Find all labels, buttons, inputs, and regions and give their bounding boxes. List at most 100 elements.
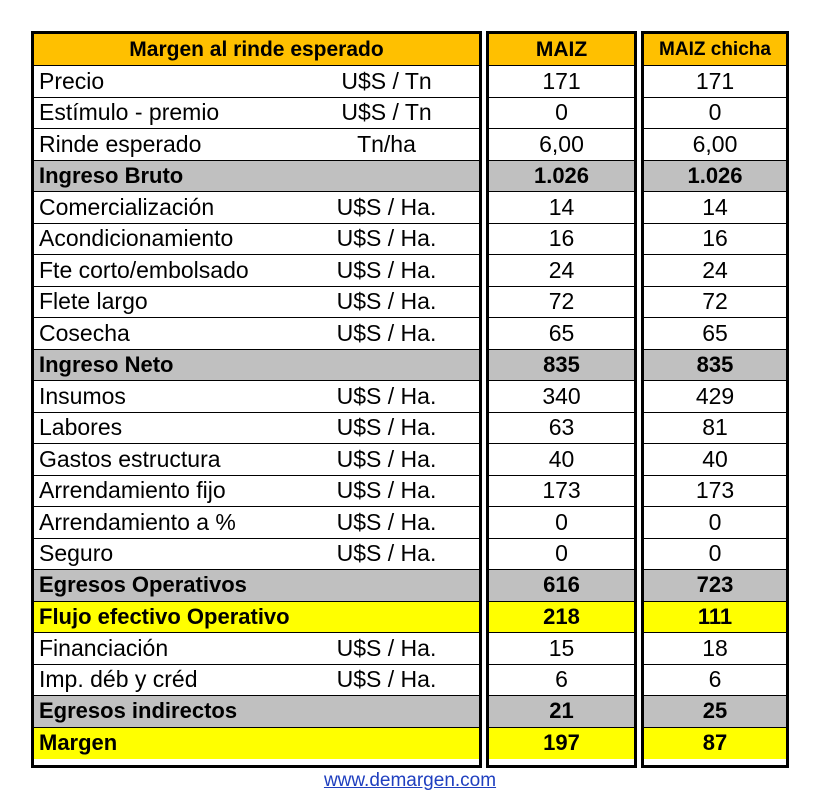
- maiz-value: 24: [548, 256, 575, 283]
- row-unit: U$S / Ha.: [336, 288, 437, 315]
- row-unit: U$S / Ha.: [336, 225, 437, 252]
- table-row: 723: [644, 570, 786, 602]
- row-label: Seguro: [39, 540, 114, 567]
- maiz-chicha-value: 72: [702, 288, 728, 315]
- maiz-value: 340: [542, 382, 581, 409]
- row-unit: Tn/ha: [357, 130, 416, 157]
- row-label: Margen: [39, 730, 118, 756]
- table-row: Margen: [34, 727, 479, 759]
- table-row: 429: [644, 381, 786, 413]
- row-label: Labores: [39, 414, 123, 441]
- row-unit: U$S / Ha.: [336, 382, 437, 409]
- table-row: Flete largo U$S / Ha.: [34, 286, 479, 318]
- table-row: 835: [489, 349, 634, 381]
- maiz-value: 21: [549, 698, 574, 724]
- maiz-chicha-value: 171: [695, 67, 735, 94]
- table-row: Fte corto/embolsado U$S / Ha.: [34, 255, 479, 287]
- maiz-value: 0: [555, 99, 568, 126]
- maiz-value: 197: [543, 730, 580, 756]
- maiz-chicha-value: 0: [708, 540, 722, 567]
- maiz-value: 63: [548, 414, 575, 441]
- row-label: Egresos Operativos: [39, 572, 247, 598]
- row-label: Comercialización: [39, 193, 215, 220]
- table-title-cell: Margen al rinde esperado: [34, 34, 479, 66]
- row-unit: U$S / Ha.: [336, 193, 437, 220]
- table-row: 81: [644, 412, 786, 444]
- table-row: Ingreso Neto: [34, 349, 479, 381]
- maiz-value: 835: [543, 351, 580, 377]
- table-row: Seguro U$S / Ha.: [34, 538, 479, 570]
- row-label: Cosecha: [39, 319, 130, 346]
- table-row: Cosecha U$S / Ha.: [34, 318, 479, 350]
- maiz-header-cell: MAIZ: [489, 34, 634, 66]
- table-row: 0: [644, 507, 786, 539]
- table-row: Rinde esperado Tn/ha: [34, 129, 479, 161]
- maiz-value: 0: [555, 508, 568, 535]
- table-row: 171: [644, 66, 786, 98]
- table-row: 0: [489, 507, 634, 539]
- maiz-chicha-value: 0: [708, 99, 722, 126]
- table-row: Egresos indirectos: [34, 696, 479, 728]
- table-row: Financiación U$S / Ha.: [34, 633, 479, 665]
- maiz-chicha-value: 14: [702, 193, 728, 220]
- table-row: 14: [489, 192, 634, 224]
- table-row: 16: [489, 223, 634, 255]
- table-row: 16: [644, 223, 786, 255]
- maiz-chicha-value: 1.026: [687, 162, 743, 188]
- maiz-value: 16: [548, 225, 575, 252]
- maiz-chicha-value: 16: [702, 225, 728, 252]
- maiz-value: 173: [542, 477, 581, 504]
- row-label: Fte corto/embolsado: [39, 256, 249, 283]
- table-row: 14: [644, 192, 786, 224]
- table-row: 6: [489, 664, 634, 696]
- table-row: 40: [644, 444, 786, 476]
- row-unit: U$S / Tn: [341, 99, 432, 126]
- table-row: 173: [644, 475, 786, 507]
- maiz-chicha-value: 723: [696, 572, 734, 598]
- table-row: 40: [489, 444, 634, 476]
- table-row: 218: [489, 601, 634, 633]
- maiz-chicha-value: 173: [695, 477, 735, 504]
- maiz-value: 1.026: [533, 162, 590, 188]
- row-label: Flujo efectivo Operativo: [39, 603, 290, 629]
- table-row: 0: [489, 97, 634, 129]
- row-unit: U$S / Tn: [341, 67, 432, 94]
- maiz-value: 14: [548, 193, 575, 220]
- table-row: 72: [489, 286, 634, 318]
- website-link[interactable]: www.demargen.com: [323, 770, 497, 791]
- row-unit: U$S / Ha.: [336, 414, 437, 441]
- maiz-value: 171: [542, 67, 581, 94]
- row-unit: U$S / Ha.: [336, 540, 437, 567]
- row-unit: U$S / Ha.: [336, 508, 437, 535]
- row-label: Insumos: [39, 382, 126, 409]
- maiz-chicha-value: 40: [702, 445, 728, 472]
- table-row: 72: [644, 286, 786, 318]
- maiz-chicha-value: 25: [702, 698, 728, 724]
- table-row: 616: [489, 570, 634, 602]
- row-label: Flete largo: [39, 288, 148, 315]
- row-unit: U$S / Ha.: [336, 256, 437, 283]
- maiz-chicha-value: 65: [702, 319, 728, 346]
- table-row: 63: [489, 412, 634, 444]
- table-row: 25: [644, 696, 786, 728]
- row-unit: U$S / Ha.: [336, 634, 437, 661]
- table-row: 111: [644, 601, 786, 633]
- row-label: Estímulo - premio: [39, 99, 220, 126]
- maiz-chicha-value: 81: [702, 414, 728, 441]
- row-label: Financiación: [39, 634, 169, 661]
- maiz-column: MAIZ 171 0 6,00 1.026 14 16 24 72 65 835 340 63 40 17…: [486, 31, 637, 768]
- maiz-value: 15: [548, 634, 575, 661]
- table-row: Insumos U$S / Ha.: [34, 381, 479, 413]
- table-row: 65: [644, 318, 786, 350]
- maiz-value: 6: [555, 666, 568, 693]
- table-title: Margen al rinde esperado: [129, 37, 384, 61]
- table-row: 171: [489, 66, 634, 98]
- table-row: 0: [644, 538, 786, 570]
- table-row: 65: [489, 318, 634, 350]
- maiz-value: 65: [548, 319, 575, 346]
- table-row: 1.026: [644, 160, 786, 192]
- table-row: Arrendamiento fijo U$S / Ha.: [34, 475, 479, 507]
- table-row: 1.026: [489, 160, 634, 192]
- row-label: Ingreso Bruto: [39, 162, 184, 188]
- maiz-chicha-value: 18: [702, 634, 728, 661]
